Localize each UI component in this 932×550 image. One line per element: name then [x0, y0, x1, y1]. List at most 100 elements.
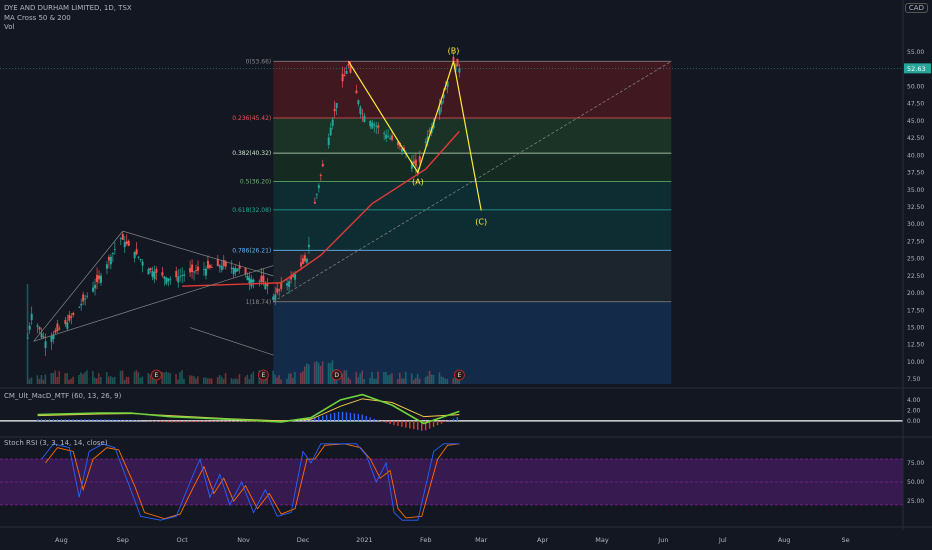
- candle-body: [56, 323, 59, 331]
- volume-bar: [260, 375, 262, 384]
- price-tick-label: 15.00: [907, 325, 924, 332]
- candle-body: [121, 233, 124, 240]
- time-tick-label: May: [595, 536, 609, 544]
- volume-bar: [280, 379, 282, 384]
- candle-body: [72, 312, 75, 316]
- event-marker-label: E: [155, 372, 159, 379]
- volume-bar: [147, 372, 150, 384]
- time-tick-label: Jul: [718, 536, 727, 544]
- candle-body: [107, 256, 110, 261]
- volume-bar: [105, 372, 108, 384]
- volume-bar: [432, 374, 435, 384]
- stoch-label[interactable]: Stoch RSI (3, 3, 14, 14, close): [4, 439, 108, 447]
- price-tick-label: 20.00: [907, 290, 924, 297]
- volume-bar: [321, 361, 324, 384]
- macd-histogram-bar: [112, 419, 114, 421]
- candle-body: [321, 163, 324, 167]
- candle-body: [96, 274, 99, 283]
- macd-histogram-bar: [92, 419, 94, 421]
- volume-bar: [96, 378, 98, 384]
- macd-histogram-bar: [314, 417, 316, 421]
- macd-histogram-bar: [373, 418, 375, 421]
- volume-bar: [197, 376, 199, 384]
- candle-body: [319, 174, 322, 177]
- stoch-k-line: [41, 443, 460, 521]
- volume-bar: [121, 370, 124, 384]
- macd-pane[interactable]: 4.00 2.00 0.00: [0, 393, 921, 431]
- candle-body: [292, 275, 295, 277]
- volume-bar: [442, 377, 445, 384]
- candle-body: [133, 251, 136, 259]
- volume-bar: [424, 376, 427, 384]
- time-tick-label: Feb: [420, 536, 432, 544]
- macd-histogram-bar: [191, 420, 193, 423]
- macd-label[interactable]: CM_Ult_MacD_MTF (60, 13, 26, 9): [4, 392, 122, 400]
- price-tick-label: 30.00: [907, 221, 924, 228]
- volume-indicator-label[interactable]: Vol: [4, 23, 15, 31]
- volume-bar: [274, 374, 276, 384]
- candle-body: [238, 265, 241, 269]
- fib-zone: [273, 181, 672, 210]
- candle-body: [99, 275, 102, 283]
- macd-histogram-bar: [250, 420, 253, 422]
- volume-bar: [210, 378, 213, 384]
- macd-histogram-bar: [215, 420, 217, 422]
- candle-body: [266, 282, 269, 287]
- volume-bar: [232, 379, 235, 384]
- volume-bar: [68, 379, 70, 384]
- candle-body: [191, 264, 194, 272]
- volume-bar: [28, 378, 31, 384]
- ma-indicator-label[interactable]: MA Cross 50 & 200: [4, 14, 71, 22]
- macd-histogram-bar: [151, 420, 154, 422]
- time-tick-label: Aug: [55, 536, 68, 544]
- macd-histogram-bar: [175, 420, 177, 423]
- volume-bar: [189, 375, 191, 384]
- candle-body: [163, 276, 166, 279]
- candle-body: [385, 134, 388, 139]
- candle-body: [313, 201, 316, 204]
- stoch-pane[interactable]: 75.00 50.00 25.00: [0, 443, 924, 521]
- volume-bar: [123, 379, 126, 384]
- candle-body: [153, 271, 156, 280]
- time-tick-label: Oct: [177, 536, 189, 544]
- candle-body: [135, 249, 138, 255]
- price-pane[interactable]: 0(53.66) 0.236(45.42) 0.382(40.32) 0.5(36.2…: [0, 46, 931, 384]
- candle-body: [222, 260, 225, 267]
- volume-bar: [414, 377, 417, 384]
- macd-histogram-bar: [52, 419, 55, 421]
- volume-bar: [315, 360, 318, 384]
- price-tick-label: 17.50: [907, 307, 924, 314]
- volume-bar: [446, 378, 449, 384]
- volume-bar: [288, 373, 290, 384]
- macd-histogram-bar: [163, 420, 165, 423]
- candle-body: [84, 298, 87, 300]
- candle-body: [30, 313, 33, 321]
- volume-bar: [181, 370, 183, 384]
- volume-bar: [426, 375, 429, 384]
- macd-histogram-bar: [440, 420, 443, 424]
- candle-body: [410, 161, 413, 169]
- volume-bar: [52, 373, 55, 384]
- macd-histogram-bar: [76, 419, 78, 421]
- candle-body: [137, 256, 140, 258]
- candle-body: [414, 159, 417, 167]
- candle-body: [54, 330, 57, 333]
- currency-badge[interactable]: CAD: [904, 3, 928, 13]
- volume-bar: [410, 373, 413, 384]
- macd-histogram-bar: [44, 419, 47, 421]
- event-marker: [454, 369, 465, 381]
- candle-body: [250, 279, 253, 287]
- macd-histogram-bar: [203, 420, 205, 423]
- macd-histogram-bar: [127, 420, 130, 421]
- time-tick-label: Jun: [657, 536, 668, 544]
- fib-zone: [273, 61, 672, 119]
- macd-histogram-bar: [187, 420, 189, 423]
- macd-line: [37, 393, 460, 425]
- volume-bar: [363, 379, 365, 384]
- candle-body: [70, 316, 73, 318]
- macd-histogram-bar: [108, 419, 110, 421]
- fib-level-label: 0.382(40.32): [232, 150, 271, 157]
- candle-body: [290, 275, 293, 280]
